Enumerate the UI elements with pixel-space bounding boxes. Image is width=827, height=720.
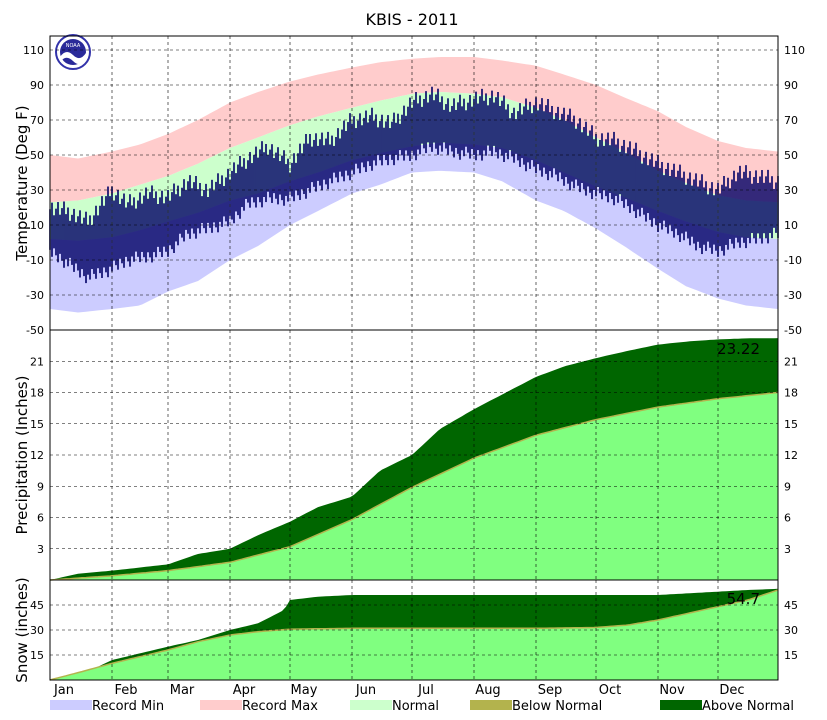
y-tick-label-right: 110 <box>784 44 805 57</box>
month-label: May <box>291 683 318 698</box>
legend-label: Record Min <box>92 699 164 714</box>
y-tick-label-left: 90 <box>30 79 44 92</box>
month-label: Nov <box>659 683 685 698</box>
chart-title: KBIS - 2011 <box>365 10 458 29</box>
y-tick-label-right: 10 <box>784 219 798 232</box>
legend: Record Min Record Max Normal Below Normal Ab… <box>50 699 794 714</box>
precipitation-panel: 3 3 6 6 9 9 12 12 15 15 18 18 21 21 Precipitation (Inc… <box>13 329 798 581</box>
y-tick-label-right: 70 <box>784 114 798 127</box>
y-tick-label-right: -30 <box>784 289 802 302</box>
y-tick-label-left: 10 <box>30 219 44 232</box>
y-tick-label-left: 9 <box>37 480 44 493</box>
month-label: Oct <box>599 683 621 698</box>
legend-swatch <box>200 700 242 710</box>
legend-swatch <box>50 700 92 710</box>
y-tick-label-left: 12 <box>30 449 44 462</box>
svg-text:NOAA: NOAA <box>66 43 81 49</box>
month-label: Mar <box>170 683 195 698</box>
y-tick-label-right: 6 <box>784 512 791 525</box>
y-tick-label-right: 12 <box>784 449 798 462</box>
y-axis-label: Snow (inches) <box>13 577 31 682</box>
y-tick-label-left: -50 <box>26 324 44 337</box>
y-tick-label-left: 70 <box>30 114 44 127</box>
month-label: Sep <box>538 683 563 698</box>
y-tick-label-left: 50 <box>30 149 44 162</box>
y-tick-label-left: 110 <box>23 44 44 57</box>
month-labels: Jan Feb Mar Apr May Jun Jul Aug Sep Oct Nov Dec <box>53 683 745 698</box>
snow-normal-area <box>50 590 778 680</box>
y-tick-label-left: 3 <box>37 543 44 556</box>
y-tick-label-left: 15 <box>30 418 44 431</box>
record-max-band <box>50 57 778 203</box>
precipitation-normal-line <box>49 391 779 581</box>
y-tick-label-right: 9 <box>784 480 791 493</box>
plot-frame <box>49 579 779 681</box>
temperature-panel: -50 -50 -30 -30 -10 -10 10 10 30 30 50 50 70 70 90 90 11… <box>13 35 805 337</box>
month-label: Jan <box>53 683 74 698</box>
observed-temperature-series <box>49 86 779 284</box>
legend-label: Above Normal <box>702 699 794 714</box>
y-tick-label-left: -30 <box>26 289 44 302</box>
legend-swatch <box>350 700 392 710</box>
y-tick-label-right: 90 <box>784 79 798 92</box>
y-tick-label-left: 30 <box>30 184 44 197</box>
legend-label: Record Max <box>242 699 318 714</box>
legend-swatch <box>470 700 512 710</box>
y-tick-label-left: 45 <box>30 599 44 612</box>
y-tick-label-left: 18 <box>30 387 44 400</box>
y-tick-label-right: -50 <box>784 324 802 337</box>
noaa-logo-icon: NOAA <box>55 34 91 70</box>
precipitation-total-label: 23.22 <box>717 340 760 358</box>
y-tick-label-right: 30 <box>784 624 798 637</box>
y-tick-label-right: 15 <box>784 418 798 431</box>
month-label: Apr <box>233 683 256 698</box>
y-axis-label: Precipitation (Inches) <box>13 376 31 535</box>
snow-normal-line <box>49 589 779 681</box>
y-tick-label-right: 45 <box>784 599 798 612</box>
y-tick-label-right: 3 <box>784 543 791 556</box>
legend-label: Below Normal <box>512 699 602 714</box>
y-tick-label-right: 50 <box>784 149 798 162</box>
y-axis-label: Temperature (Deg F) <box>13 105 31 261</box>
y-tick-label-right: 18 <box>784 387 798 400</box>
month-label: Jul <box>417 683 434 698</box>
legend-label: Normal <box>392 699 439 714</box>
y-tick-label-left: -10 <box>26 254 44 267</box>
y-tick-label-right: -10 <box>784 254 802 267</box>
y-tick-label-left: 6 <box>37 512 44 525</box>
y-tick-label-right: 21 <box>784 355 798 368</box>
y-tick-label-right: 30 <box>784 184 798 197</box>
month-label: Feb <box>114 683 137 698</box>
y-tick-label-left: 30 <box>30 624 44 637</box>
y-tick-label-right: 15 <box>784 649 798 662</box>
month-label: Aug <box>475 683 500 698</box>
month-label: Dec <box>719 683 744 698</box>
y-tick-label-left: 15 <box>30 649 44 662</box>
legend-swatch <box>660 700 702 710</box>
y-tick-label-left: 21 <box>30 355 44 368</box>
month-label: Jun <box>355 683 376 698</box>
snow-total-label: 54.7 <box>727 590 760 608</box>
